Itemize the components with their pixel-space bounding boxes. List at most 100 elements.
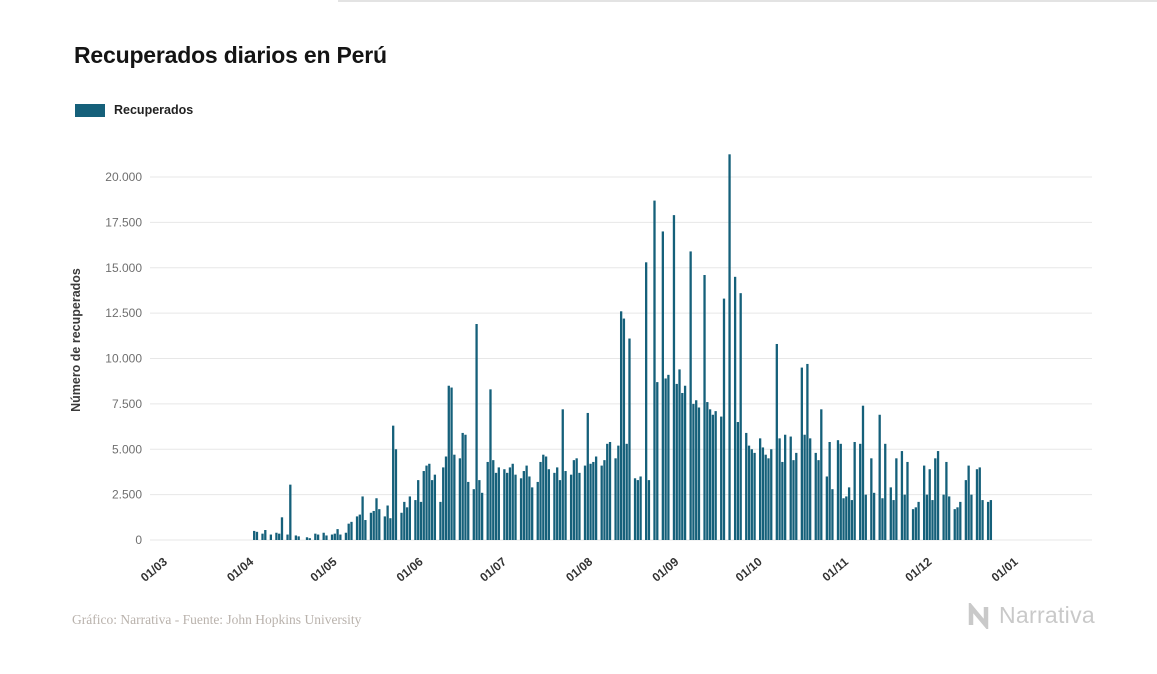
bar — [806, 363, 809, 540]
bar — [656, 382, 659, 541]
bar — [297, 536, 300, 540]
x-axis-tick-label: 01/01 — [989, 554, 1021, 584]
bar — [753, 452, 756, 540]
bar — [316, 534, 320, 540]
narrativa-logo: Narrativa — [967, 602, 1095, 629]
bar — [989, 500, 993, 540]
bar — [681, 392, 684, 540]
bar — [889, 487, 892, 540]
bar — [425, 465, 428, 540]
bar — [775, 343, 778, 540]
bar — [480, 492, 484, 540]
bar — [645, 262, 648, 540]
bar — [767, 458, 770, 540]
bar — [400, 512, 403, 540]
bar — [892, 500, 895, 540]
bar — [458, 458, 462, 540]
bar — [956, 507, 959, 540]
bar — [369, 512, 373, 540]
bar — [661, 231, 664, 540]
bar — [275, 532, 278, 540]
bar — [881, 498, 884, 540]
bar — [450, 387, 453, 540]
bar — [622, 318, 626, 540]
bar — [547, 469, 551, 540]
bar — [489, 389, 492, 540]
bar — [739, 293, 742, 540]
bar — [948, 496, 951, 540]
bar — [633, 478, 637, 540]
bar — [525, 465, 528, 540]
bar — [394, 449, 398, 540]
bar — [497, 467, 500, 540]
bar — [647, 480, 651, 540]
bar — [953, 509, 956, 540]
bar — [583, 465, 587, 540]
bar — [572, 460, 576, 540]
bar — [617, 445, 620, 540]
y-axis-tick-label: 2.500 — [112, 488, 142, 502]
bar — [959, 501, 962, 540]
bar — [464, 434, 467, 540]
bar — [528, 476, 531, 540]
bar — [625, 443, 628, 540]
bar — [784, 434, 787, 540]
bar — [789, 436, 792, 540]
bar — [542, 454, 545, 540]
bar — [817, 460, 820, 540]
bar — [569, 474, 573, 540]
chart-title: Recuperados diarios en Perú — [74, 42, 387, 68]
bar — [339, 534, 342, 540]
bar — [444, 456, 448, 540]
bar — [728, 154, 731, 540]
bar — [594, 456, 598, 540]
bar — [253, 530, 256, 540]
bar — [419, 501, 423, 540]
bar — [764, 454, 767, 540]
bar — [453, 454, 456, 540]
bar — [636, 480, 639, 540]
bar — [964, 480, 968, 540]
bar — [467, 481, 470, 540]
bar — [392, 425, 395, 540]
bar — [278, 533, 281, 540]
y-axis-tick-label: 15.000 — [105, 261, 142, 275]
bar — [820, 409, 823, 540]
bar — [564, 471, 567, 540]
bar — [925, 494, 929, 541]
bar — [578, 472, 581, 541]
bar — [289, 484, 292, 540]
bar — [606, 443, 609, 540]
bar — [814, 452, 817, 540]
bar — [619, 311, 623, 540]
bar — [692, 403, 695, 541]
bar — [695, 400, 698, 540]
bar — [928, 469, 931, 540]
bar — [672, 215, 676, 540]
bar — [864, 494, 867, 541]
bar — [544, 456, 548, 540]
bar — [322, 532, 325, 540]
bar — [556, 467, 559, 540]
bar — [358, 514, 361, 540]
bar — [697, 407, 701, 540]
bar — [911, 509, 915, 540]
bar — [770, 449, 773, 540]
x-axis-tick-label: 01/11 — [820, 554, 852, 584]
bar — [314, 533, 317, 540]
bar — [261, 533, 264, 540]
y-axis-tick-label: 7.500 — [112, 397, 142, 411]
bar — [828, 441, 831, 540]
bar — [475, 324, 478, 540]
bar — [917, 501, 920, 540]
bar — [422, 471, 425, 540]
bar — [558, 480, 562, 540]
bar — [689, 251, 692, 541]
bar — [914, 507, 917, 540]
bar — [461, 432, 464, 540]
bar — [778, 438, 781, 540]
legend-label: Recuperados — [114, 103, 194, 117]
x-axis-tick-label: 01/10 — [733, 554, 765, 584]
y-axis-tick-label: 17.500 — [105, 215, 142, 229]
bar — [853, 441, 856, 540]
